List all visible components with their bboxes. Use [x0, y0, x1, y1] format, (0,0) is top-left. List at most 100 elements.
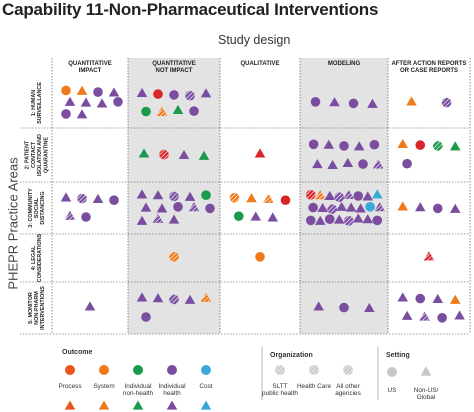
triangle-mark	[168, 214, 180, 224]
outcome-label-line2: health	[163, 390, 181, 397]
row-header-line: SURVEILLANCE	[37, 82, 43, 124]
triangle-mark	[138, 148, 150, 158]
row-header-line: 5: MONITOR	[28, 292, 34, 324]
triangle-mark	[362, 191, 374, 201]
circle-mark	[159, 149, 169, 160]
outcome-triangle-icon	[64, 400, 76, 410]
triangle-mark	[336, 201, 347, 211]
global-setting-icon	[420, 366, 432, 376]
circle-mark	[280, 195, 291, 205]
circle-mark	[339, 302, 349, 313]
triangle-mark	[140, 202, 152, 212]
circle-mark	[141, 312, 151, 322]
circle-mark	[339, 141, 349, 151]
triangle-mark	[353, 141, 365, 151]
column-header-3: MODELING	[328, 61, 361, 67]
circle-mark	[169, 251, 179, 262]
circle-mark	[334, 192, 345, 202]
triangle-mark	[60, 192, 72, 202]
triangle-mark	[327, 159, 338, 169]
circle-mark	[255, 251, 265, 262]
triangle-mark	[250, 211, 262, 221]
row-header-line: CONSIDERATIONS	[37, 233, 43, 282]
triangle-mark	[267, 212, 279, 222]
triangle-mark	[352, 213, 364, 223]
circle-mark	[402, 158, 412, 169]
triangle-mark	[263, 193, 274, 204]
circle-mark	[113, 97, 123, 107]
circle-mark	[358, 159, 368, 169]
triangle-mark	[188, 202, 200, 212]
row-header-line: QUARANTINE	[43, 137, 49, 173]
triangle-mark	[401, 310, 413, 320]
organization-label: Health Care	[297, 383, 332, 390]
outcome-circle-icon	[201, 365, 211, 375]
triangle-mark	[136, 215, 148, 225]
triangle-mark	[449, 141, 461, 151]
triangle-mark	[312, 159, 323, 169]
outcome-label: Individual	[124, 383, 151, 390]
circle-mark	[61, 109, 71, 119]
triangle-mark	[136, 189, 148, 199]
circle-mark	[369, 139, 380, 150]
triangle-mark	[449, 294, 461, 304]
row-header-line: 1: HUMAN	[31, 90, 37, 116]
row-header-1: 2: PATIENT CONTACT ISOLATION AND QUARANTINE	[25, 134, 50, 176]
triangle-mark	[406, 96, 417, 106]
circle-mark	[81, 212, 91, 222]
row-header-line: ISOLATION AND	[37, 134, 43, 176]
column-header-0: QUANTITATIVE	[68, 61, 111, 67]
triangle-mark	[333, 214, 345, 224]
triangle-mark	[136, 87, 148, 97]
triangle-mark	[152, 293, 164, 303]
outcome-circle-icon	[167, 365, 177, 375]
triangle-mark	[372, 159, 384, 169]
page-title: Capability 11-Non-Pharmaceutical Interve…	[2, 0, 379, 19]
triangle-mark	[198, 150, 210, 160]
triangle-mark	[172, 104, 184, 114]
outcome-circle-icon	[99, 365, 109, 375]
study-marks	[60, 85, 465, 323]
triangle-mark	[152, 190, 164, 200]
triangle-mark	[364, 302, 375, 313]
circle-mark	[441, 97, 452, 108]
triangle-mark	[324, 190, 336, 201]
circle-mark	[432, 203, 443, 214]
circle-mark	[93, 87, 103, 97]
circle-mark	[233, 211, 244, 221]
triangle-mark	[200, 292, 212, 302]
triangle-mark	[355, 203, 366, 213]
triangle-mark	[362, 214, 374, 224]
triangle-mark	[178, 149, 190, 160]
circle-mark	[153, 89, 163, 99]
outcome-label-line2: non-health	[123, 390, 154, 397]
outcome-legend-title: Outcome	[62, 349, 92, 356]
circle-mark	[77, 193, 87, 204]
circle-mark	[372, 215, 383, 226]
row-header-4: 5: MONITOR NON-PHARM INTERVENTIONS	[28, 286, 46, 330]
setting-label: Non-US/	[414, 387, 439, 394]
organization-icon	[343, 365, 353, 375]
organization-label-line2: agencies	[335, 390, 361, 397]
circle-mark	[365, 202, 375, 212]
triangle-mark	[184, 191, 196, 201]
triangle-mark	[329, 97, 340, 107]
row-header-line: NON-PHARM	[34, 291, 40, 325]
triangle-mark	[152, 213, 164, 223]
circle-mark	[415, 140, 426, 150]
outcome-triangle-icon	[98, 400, 110, 410]
circle-mark	[229, 193, 240, 203]
column-header-1: QUANTITATIVE	[152, 61, 195, 67]
column-header-1-line2: NOT IMPACT	[156, 68, 193, 74]
triangle-mark	[345, 202, 357, 212]
triangle-mark	[108, 87, 120, 97]
circle-mark	[310, 97, 321, 107]
circle-mark	[169, 191, 179, 202]
organization-icon	[275, 365, 285, 375]
circle-mark	[185, 90, 195, 101]
outcome-label: System	[93, 383, 114, 390]
triangle-mark	[136, 292, 148, 302]
triangle-mark	[313, 301, 324, 311]
